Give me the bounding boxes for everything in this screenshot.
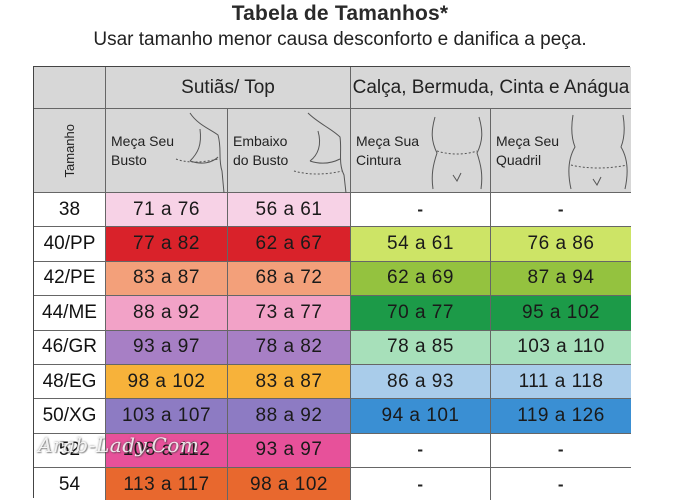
table-cell-underbust: 93 a 97 <box>228 433 351 469</box>
underbust-column-header: Embaixo do Busto <box>228 109 351 193</box>
table-cell-waist: 70 a 77 <box>351 296 491 331</box>
table-cell-bust: 88 a 92 <box>106 296 228 331</box>
hip-label-line2: Quadril <box>496 151 542 168</box>
table-cell-hip: 95 a 102 <box>491 296 631 331</box>
table-cell-bust: 77 a 82 <box>106 227 228 262</box>
table-cell-hip: - <box>491 193 631 228</box>
table-cell-bust: 98 a 102 <box>106 365 228 400</box>
table-cell-waist: - <box>351 433 491 469</box>
size-column-label: Tamanho <box>62 123 77 178</box>
group-header-bottom: Calça, Bermuda, Cinta e Anágua <box>351 67 631 109</box>
size-chart-table: Sutiãs/ Top Calça, Bermuda, Cinta e Anág… <box>33 66 631 500</box>
waist-column-header: Meça Sua Cintura <box>351 109 491 193</box>
table-cell-waist: 86 a 93 <box>351 365 491 400</box>
table-cell-bust: 71 a 76 <box>106 193 228 228</box>
waist-label: Meça Sua Cintura <box>356 132 419 170</box>
hip-label-line1: Meça Seu <box>496 132 560 149</box>
table-cell-bust: 93 a 97 <box>106 330 228 365</box>
underbust-label-line1: Embaixo <box>233 132 288 149</box>
table-cell-waist: 94 a 101 <box>351 399 491 434</box>
bust-label-line2: Busto <box>111 151 147 168</box>
table-cell-hip: - <box>491 433 631 469</box>
table-cell-underbust: 88 a 92 <box>228 399 351 434</box>
table-cell-size: 46/GR <box>34 330 106 365</box>
table-cell-underbust: 62 a 67 <box>228 227 351 262</box>
waist-label-line1: Meça Sua <box>356 132 420 149</box>
table-cell-hip: - <box>491 468 631 500</box>
waist-label-line2: Cintura <box>356 151 402 168</box>
table-cell-hip: 76 a 86 <box>491 227 631 262</box>
size-column-header: Tamanho <box>34 109 106 193</box>
header-corner <box>34 67 106 109</box>
waist-figure-icon <box>431 116 483 190</box>
underbust-label: Embaixo do Busto <box>233 132 288 170</box>
table-cell-bust: 83 a 87 <box>106 261 228 297</box>
bust-label: Meça Seu Busto <box>111 132 174 170</box>
page-subtitle: Usar tamanho menor causa desconforto e d… <box>93 29 587 50</box>
table-cell-waist: 62 a 69 <box>351 261 491 297</box>
table-cell-underbust: 73 a 77 <box>228 296 351 331</box>
table-cell-size: 44/ME <box>34 296 106 331</box>
table-cell-waist: 54 a 61 <box>351 227 491 262</box>
page-title: Tabela de Tamanhos* <box>231 2 449 25</box>
hip-column-header: Meça Seu Quadril <box>491 109 631 193</box>
bust-label-line1: Meça Seu <box>111 132 175 149</box>
table-cell-waist: 78 a 85 <box>351 330 491 365</box>
table-cell-underbust: 78 a 82 <box>228 330 351 365</box>
table-cell-size: 52 <box>34 433 106 469</box>
table-cell-bust: 113 a 117 <box>106 468 228 500</box>
table-cell-size: 38 <box>34 193 106 228</box>
group-header-top: Sutiãs/ Top <box>106 67 351 109</box>
underbust-label-line2: do Busto <box>233 151 289 168</box>
table-cell-size: 54 <box>34 468 106 500</box>
table-cell-bust: 108 a 112 <box>106 433 228 469</box>
table-cell-underbust: 68 a 72 <box>228 261 351 297</box>
table-cell-underbust: 56 a 61 <box>228 193 351 228</box>
table-cell-hip: 87 a 94 <box>491 261 631 297</box>
bust-figure-icon <box>175 112 225 193</box>
hip-figure-icon <box>568 114 628 190</box>
underbust-figure-icon <box>293 112 347 193</box>
table-cell-size: 42/PE <box>34 261 106 297</box>
table-cell-underbust: 83 a 87 <box>228 365 351 400</box>
table-cell-size: 50/XG <box>34 399 106 434</box>
table-cell-underbust: 98 a 102 <box>228 468 351 500</box>
table-cell-waist: - <box>351 193 491 228</box>
bust-column-header: Meça Seu Busto <box>106 109 228 193</box>
table-cell-bust: 103 a 107 <box>106 399 228 434</box>
table-cell-size: 40/PP <box>34 227 106 262</box>
table-cell-hip: 119 a 126 <box>491 399 631 434</box>
hip-label: Meça Seu Quadril <box>496 132 559 170</box>
table-cell-size: 48/EG <box>34 365 106 400</box>
table-cell-hip: 103 a 110 <box>491 330 631 365</box>
table-cell-waist: - <box>351 468 491 500</box>
table-cell-hip: 111 a 118 <box>491 365 631 400</box>
